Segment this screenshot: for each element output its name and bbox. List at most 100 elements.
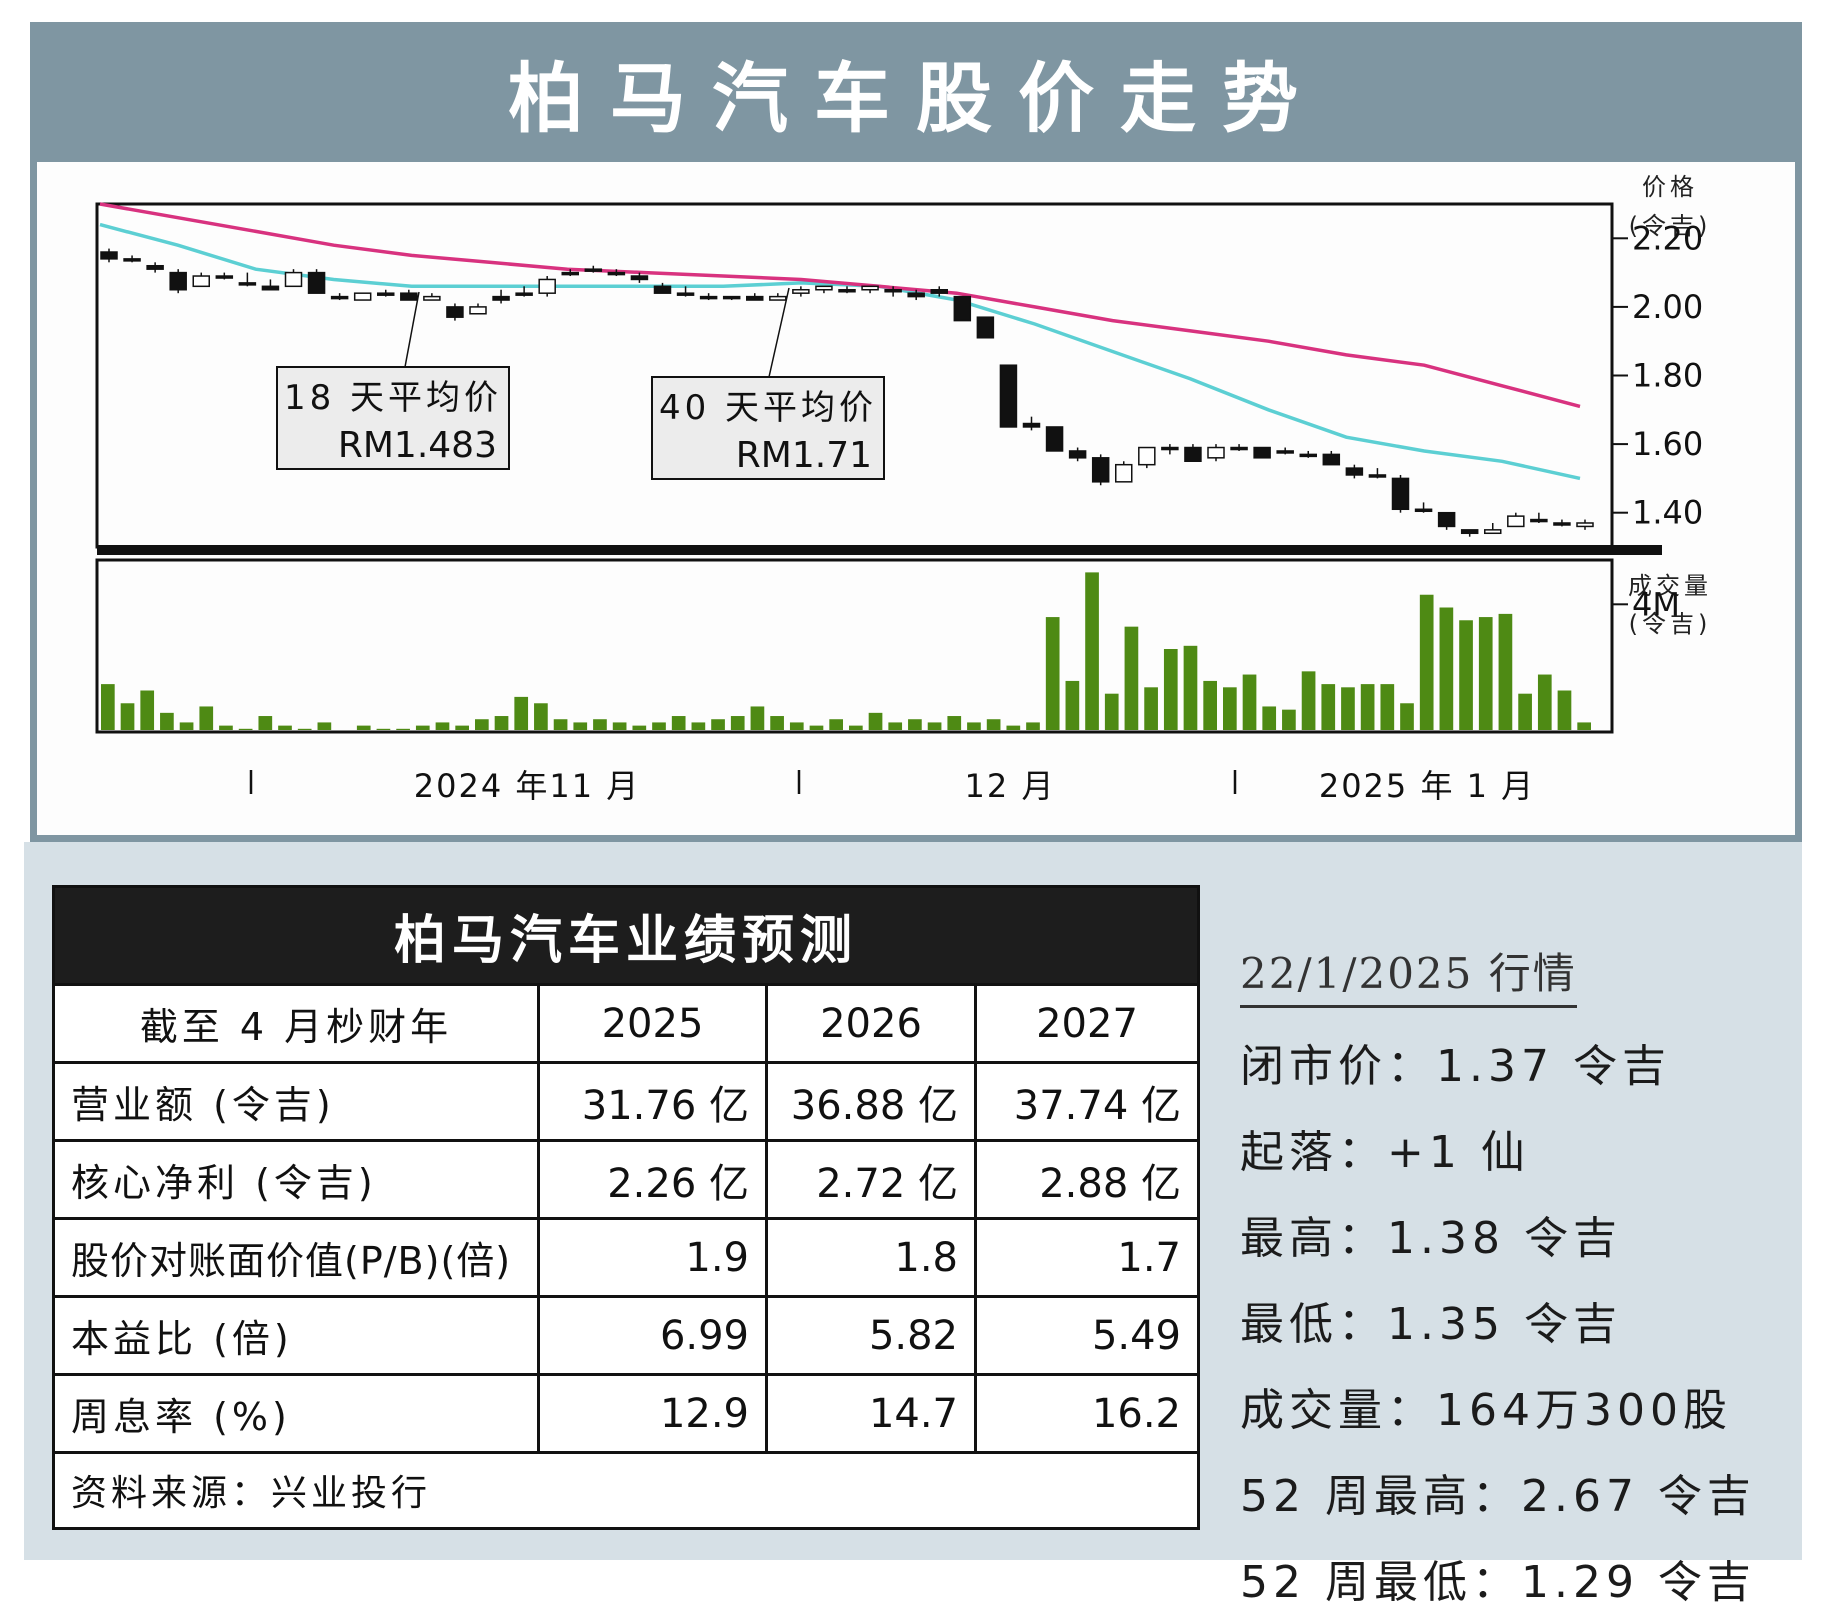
candle-body <box>607 271 626 276</box>
candle-body <box>284 271 303 288</box>
volume-bar <box>1262 706 1277 730</box>
ma-label-leader <box>768 287 790 378</box>
table-cell: 12.9 <box>540 1376 768 1451</box>
candle-body <box>653 285 672 294</box>
header-cell: 2027 <box>1036 1000 1138 1047</box>
volume-bar <box>1104 693 1119 730</box>
candle-body <box>584 268 603 272</box>
separator-bar <box>97 545 1662 555</box>
ma-label-leader <box>404 291 420 368</box>
volume-bar <box>297 728 312 730</box>
volume-bar <box>868 712 883 730</box>
candle-body <box>1576 522 1594 528</box>
candle-body <box>1161 446 1179 451</box>
candle-body <box>215 275 234 279</box>
volume-bar <box>967 722 981 730</box>
volume-bar <box>140 690 155 730</box>
row-label: 周息率 (%) <box>55 1376 540 1451</box>
volume-bar <box>1006 725 1021 730</box>
candle-body <box>953 295 972 322</box>
row-label: 本益比 (倍) <box>55 1298 540 1373</box>
table-cell: 5.82 <box>768 1298 977 1373</box>
ma-label-box <box>651 376 885 480</box>
volume-bar <box>258 716 273 730</box>
x-tick-label: 12 月 <box>965 767 1056 805</box>
candle-body <box>1253 446 1271 459</box>
volume-bar <box>1242 674 1257 730</box>
volume-bar <box>553 719 568 730</box>
volume-bar <box>1223 687 1237 730</box>
y-axis-label: 价格 <box>1642 173 1698 201</box>
row-label: 营业额 (令吉) <box>55 1064 540 1139</box>
volume-bar <box>494 716 509 730</box>
candle-body <box>676 292 695 296</box>
candle-body <box>100 251 118 260</box>
volume-bar <box>1557 690 1572 730</box>
source-note: 资料来源：兴业投行 <box>55 1451 1197 1525</box>
table-row: 周息率 (%) 12.9 14.7 16.2 <box>55 1373 1197 1451</box>
y-tick-label: 1.40 <box>1632 494 1703 532</box>
volume-bar <box>1380 684 1395 730</box>
table-cell: 6.99 <box>540 1298 768 1373</box>
candle-body <box>999 364 1018 428</box>
candle-body <box>423 295 441 301</box>
volume-bar <box>1045 617 1060 730</box>
volume-bar <box>1537 674 1552 730</box>
volume-bar <box>356 725 371 730</box>
volume-bar <box>1085 572 1099 730</box>
volume-axis-label: (令吉) <box>1629 610 1712 638</box>
volume-bar <box>1459 620 1473 730</box>
moving-average-line <box>99 202 1581 409</box>
candle-body <box>123 258 141 262</box>
volume-bar <box>1065 680 1080 730</box>
volume-bar <box>219 725 233 730</box>
volume-bar <box>514 696 529 730</box>
table-row: 核心净利 (令吉) 2.26 亿 2.72 亿 2.88 亿 <box>55 1139 1197 1217</box>
table-cell: 37.74 亿 <box>1013 1082 1181 1129</box>
volume-bar <box>829 719 843 730</box>
y-tick-label: 1.80 <box>1632 357 1703 395</box>
volume-bar <box>238 728 253 730</box>
candle-body <box>1391 477 1410 511</box>
forecast-header-row: 截至 4 月杪财年 2025 2026 2027 <box>55 983 1197 1061</box>
volume-bar <box>573 722 588 730</box>
quote-line: 52 周最高：2.67 令吉 <box>1240 1471 1756 1522</box>
candle-body <box>907 292 925 298</box>
volume-bar <box>1144 687 1158 730</box>
volume-bar <box>789 722 804 730</box>
volume-bar <box>849 725 863 730</box>
candle-body <box>515 292 533 296</box>
candle-body <box>192 275 210 288</box>
candle-body <box>792 289 810 294</box>
candle-body <box>1484 529 1502 535</box>
volume-bar <box>1360 684 1375 730</box>
candle-body <box>446 306 464 318</box>
volume-bar <box>1163 649 1178 730</box>
candle-body <box>861 285 879 291</box>
volume-bar <box>750 706 765 730</box>
table-row: 营业额 (令吉) 31.76 亿 36.88 亿 37.74 亿 <box>55 1061 1197 1139</box>
quote-line: 52 周最低：1.29 令吉 <box>1240 1557 1756 1608</box>
candle-body <box>1091 457 1110 483</box>
volume-bar <box>1577 722 1591 730</box>
volume-bar <box>376 728 391 730</box>
volume-bar <box>1183 645 1198 730</box>
ma-label-value: RM1.71 <box>736 435 872 476</box>
volume-bar <box>101 684 115 730</box>
header-cell: 2025 <box>540 986 768 1061</box>
candle-body <box>400 292 418 301</box>
candle-body <box>699 295 718 300</box>
volume-bar <box>317 722 332 730</box>
candle-body <box>307 271 326 294</box>
candle-body <box>261 285 280 291</box>
volume-bar <box>809 725 824 730</box>
quote-line: 起落：+1 仙 <box>1240 1127 1530 1178</box>
row-label: 核心净利 (令吉) <box>55 1142 540 1217</box>
volume-bar <box>691 722 706 730</box>
volume-bar <box>593 719 607 730</box>
candle-body <box>1207 446 1225 459</box>
candle-body <box>1230 446 1248 451</box>
volume-tick-label: 4M <box>1632 585 1680 623</box>
ma-label-name: 18 天平均价 <box>284 378 502 418</box>
